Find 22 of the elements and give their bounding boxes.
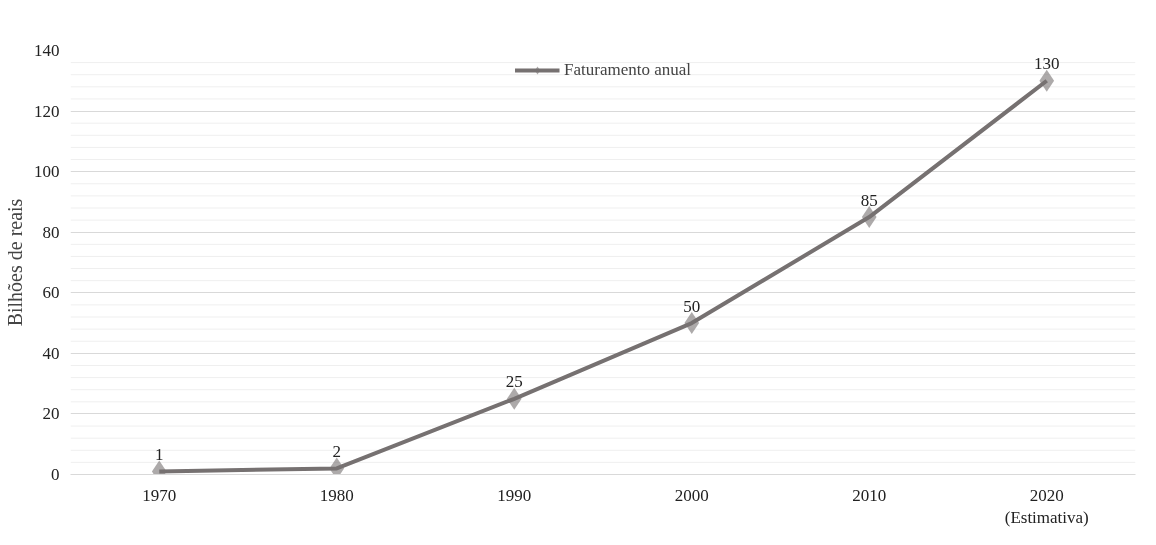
y-tick-label: 80 bbox=[42, 222, 60, 242]
data-label: 130 bbox=[1034, 54, 1060, 74]
x-tick-label: 2000 bbox=[674, 485, 709, 505]
y-tick-label: 40 bbox=[42, 343, 60, 363]
y-tick-label: 20 bbox=[42, 404, 60, 424]
x-tick-label: 2010 bbox=[852, 485, 887, 505]
x-tick-label: 2020 (Estimativa) bbox=[1004, 485, 1089, 528]
data-label: 25 bbox=[505, 372, 523, 392]
y-axis-title: Bilhões de reais bbox=[4, 198, 26, 327]
data-label: 2 bbox=[332, 441, 341, 461]
x-tick-label: 1990 bbox=[497, 485, 532, 505]
y-tick-label: 120 bbox=[34, 101, 60, 121]
y-tick-label: 140 bbox=[34, 41, 60, 60]
data-label: 1 bbox=[155, 444, 164, 464]
x-tick-label: 1980 bbox=[319, 485, 354, 505]
data-label: 85 bbox=[860, 190, 878, 210]
y-tick-label: 100 bbox=[34, 162, 60, 182]
x-tick-label: 1970 bbox=[142, 485, 177, 505]
y-tick-label: 0 bbox=[51, 465, 60, 484]
y-tick-label: 60 bbox=[42, 283, 60, 303]
legend-label: Faturamento anual bbox=[564, 60, 691, 80]
data-label: 50 bbox=[683, 296, 701, 316]
